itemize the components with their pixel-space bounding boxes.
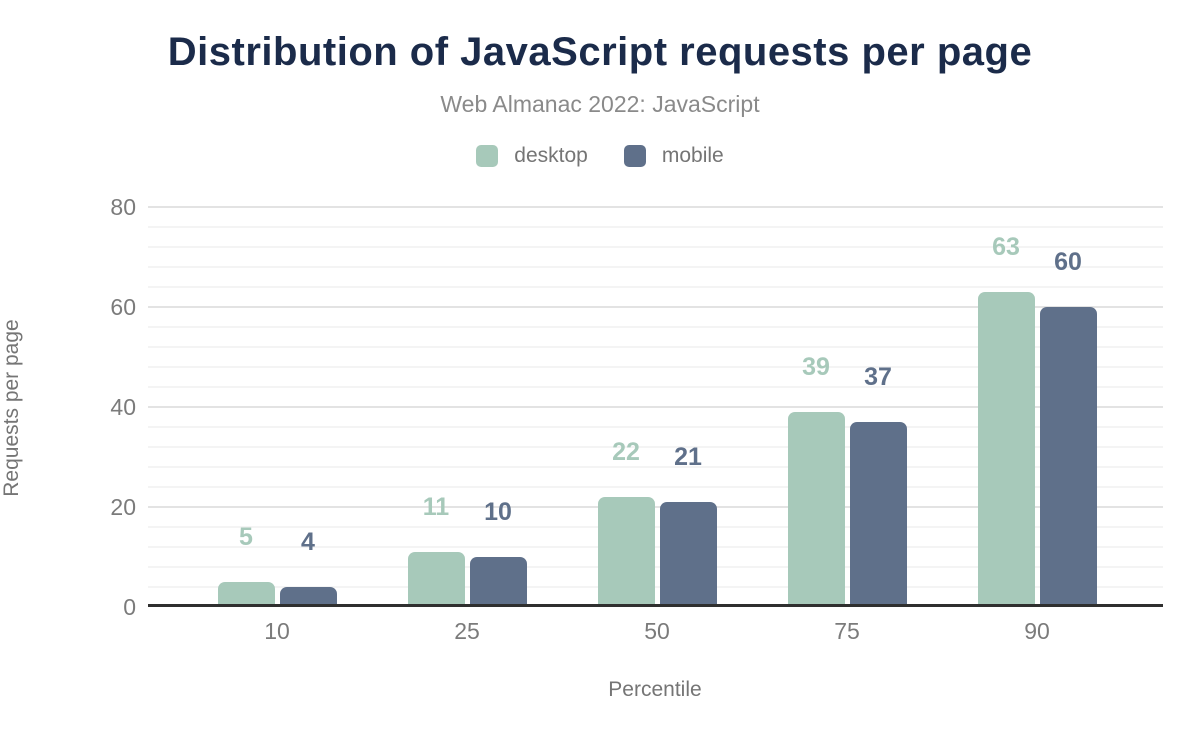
bar-value-label-mobile: 10: [484, 498, 512, 526]
minor-gridline: [148, 546, 1163, 548]
minor-gridline: [148, 286, 1163, 288]
legend-item-mobile[interactable]: mobile: [623, 144, 724, 168]
major-gridline: [148, 406, 1163, 408]
y-tick-label: 20: [110, 494, 136, 520]
bar-desktop[interactable]: [597, 497, 655, 604]
minor-gridline: [148, 426, 1163, 428]
bar-mobile[interactable]: [279, 587, 337, 604]
minor-gridline: [148, 586, 1163, 588]
minor-gridline: [148, 366, 1163, 368]
minor-gridline: [148, 446, 1163, 448]
minor-gridline: [148, 466, 1163, 468]
bar-value-label-desktop: 5: [239, 523, 253, 551]
y-tick-label: 40: [110, 394, 136, 420]
minor-gridline: [148, 346, 1163, 348]
x-tick-label: 10: [264, 618, 290, 644]
minor-gridline: [148, 566, 1163, 568]
y-axis-title: Requests per page: [0, 319, 23, 497]
bar-value-label-desktop: 63: [992, 233, 1020, 261]
y-tick-label: 0: [123, 594, 136, 620]
major-gridline: [148, 306, 1163, 308]
legend: desktop mobile: [0, 142, 1200, 170]
bar-mobile[interactable]: [469, 557, 527, 604]
chart-subtitle: Web Almanac 2022: JavaScript: [440, 91, 760, 117]
minor-gridline: [148, 326, 1163, 328]
bar-value-label-mobile: 21: [674, 443, 702, 471]
y-tick-label: 80: [110, 194, 136, 220]
minor-gridline: [148, 486, 1163, 488]
mobile-series-swatch: [623, 145, 646, 167]
bar-desktop[interactable]: [977, 292, 1035, 604]
bar-desktop[interactable]: [787, 412, 845, 604]
major-gridline: [148, 206, 1163, 208]
legend-label-mobile: mobile: [661, 144, 724, 167]
bar-value-label-mobile: 4: [301, 528, 315, 556]
minor-gridline: [148, 526, 1163, 528]
desktop-series-swatch: [476, 145, 499, 167]
bar-mobile[interactable]: [659, 502, 717, 604]
bar-value-label-desktop: 39: [802, 353, 830, 381]
y-tick-label: 60: [110, 294, 136, 320]
major-gridline: [148, 506, 1163, 508]
x-axis-title: Percentile: [608, 678, 702, 701]
minor-gridline: [148, 266, 1163, 268]
bar-value-label-mobile: 60: [1054, 248, 1082, 276]
chart-title: Distribution of JavaScript requests per …: [167, 30, 1033, 74]
legend-label-desktop: desktop: [514, 144, 588, 167]
x-tick-label: 90: [1024, 618, 1050, 644]
bar-desktop[interactable]: [407, 552, 465, 604]
x-axis-line: [148, 604, 1163, 607]
legend-item-desktop[interactable]: desktop: [476, 144, 588, 168]
minor-gridline: [148, 226, 1163, 228]
x-tick-label: 75: [834, 618, 860, 644]
bar-value-label-mobile: 37: [864, 363, 892, 391]
minor-gridline: [148, 246, 1163, 248]
x-tick-label: 50: [644, 618, 670, 644]
x-tick-label: 25: [454, 618, 480, 644]
bar-value-label-desktop: 11: [422, 493, 450, 521]
bar-mobile[interactable]: [849, 422, 907, 604]
bar-desktop[interactable]: [217, 582, 275, 604]
minor-gridline: [148, 386, 1163, 388]
plot-area: 5 4 11 10 22 21 39 37 63 60: [148, 206, 1163, 607]
bar-mobile[interactable]: [1039, 307, 1097, 604]
bar-value-label-desktop: 22: [612, 438, 640, 466]
